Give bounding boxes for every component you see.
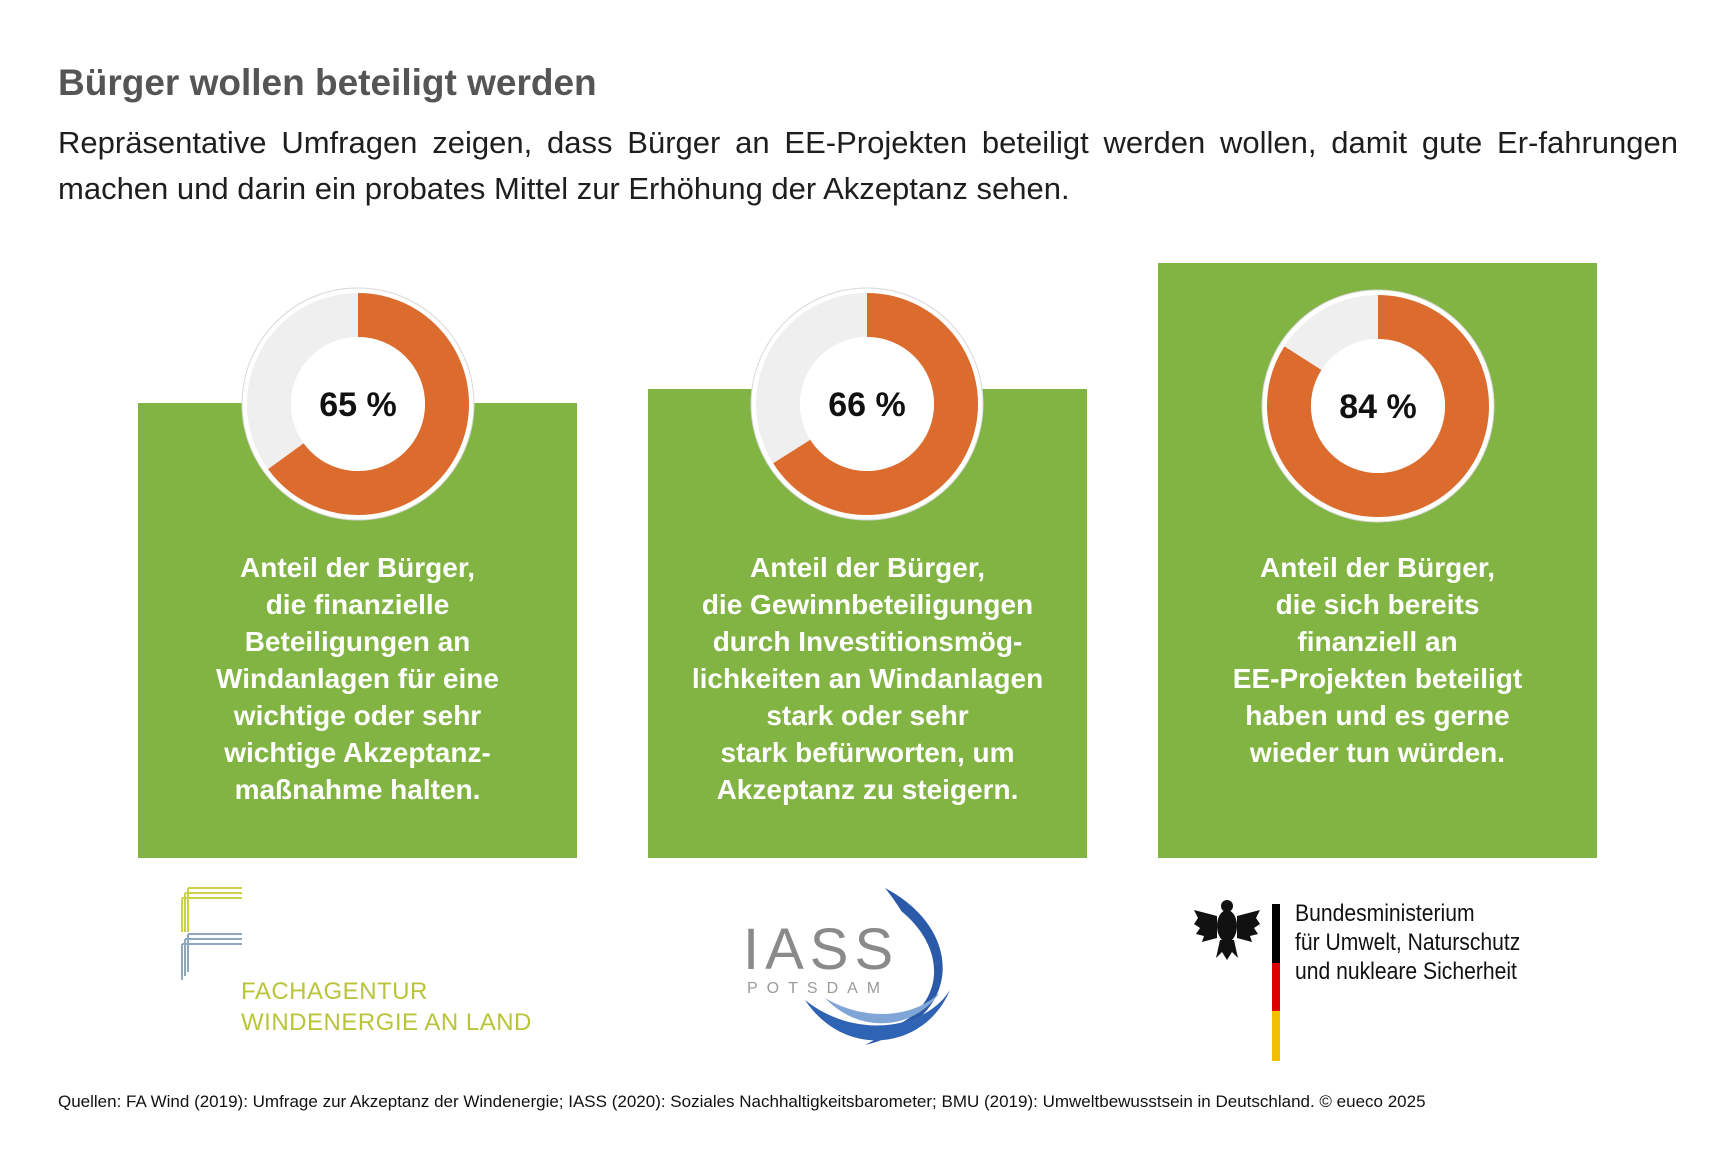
source-footnote: Quellen: FA Wind (2019): Umfrage zur Akz… xyxy=(58,1092,1426,1111)
donut-chart-2: 66 % xyxy=(749,286,985,522)
flag-bar-red xyxy=(1272,963,1280,1011)
iass-name: IASS xyxy=(743,917,900,982)
page-title: Bürger wollen beteiligt werden xyxy=(58,62,597,103)
donut-center xyxy=(291,337,425,471)
donut-chart-3: 84 % xyxy=(1260,288,1496,524)
bmu-line1: Bundesministerium xyxy=(1295,900,1475,927)
flag-bar-black xyxy=(1272,904,1280,963)
donut-value-arc xyxy=(247,293,469,515)
fa-wind-logo: FACHAGENTUR WINDENERGIE AN LAND xyxy=(170,880,570,1050)
flag-bar-gold xyxy=(1272,1011,1280,1061)
fa-wind-line1: FACHAGENTUR xyxy=(241,978,428,1005)
fa-wind-line2: WINDENERGIE AN LAND xyxy=(241,1009,532,1036)
bmu-line3: und nukleare Sicherheit xyxy=(1295,958,1517,985)
page-subtitle: Repräsentative Umfragen zeigen, dass Bür… xyxy=(58,125,1678,206)
donut-value-arc xyxy=(1267,295,1489,517)
donut-value-arc xyxy=(756,293,978,515)
donut-center xyxy=(800,337,934,471)
iass-wave-logo xyxy=(805,888,950,1045)
donut-label-3: 84 % xyxy=(1339,388,1417,426)
donut-label-2: 66 % xyxy=(828,386,906,424)
stat-card-2: Anteil der Bürger, die Gewinnbeteiligung… xyxy=(648,389,1087,858)
bmu-line2: für Umwelt, Naturschutz xyxy=(1295,929,1521,956)
federal-eagle-icon xyxy=(1194,900,1260,960)
iass-logo: IASS POTSDAM xyxy=(735,880,1015,1060)
fa-wind-icon xyxy=(181,887,242,980)
bmu-logo: Bundesministerium für Umwelt, Naturschut… xyxy=(1188,890,1608,1065)
iass-sub: POTSDAM xyxy=(747,980,890,997)
stat-description-2: Anteil der Bürger, die Gewinnbeteiligung… xyxy=(691,552,1044,805)
donut-label-1: 65 % xyxy=(319,386,397,424)
donut-chart-1: 65 % xyxy=(240,286,476,522)
stat-description-3: Anteil der Bürger, die sich bereits fina… xyxy=(1232,552,1523,768)
donut-center xyxy=(1311,339,1445,473)
stat-description-1: Anteil der Bürger, die finanzielle Betei… xyxy=(216,552,499,805)
